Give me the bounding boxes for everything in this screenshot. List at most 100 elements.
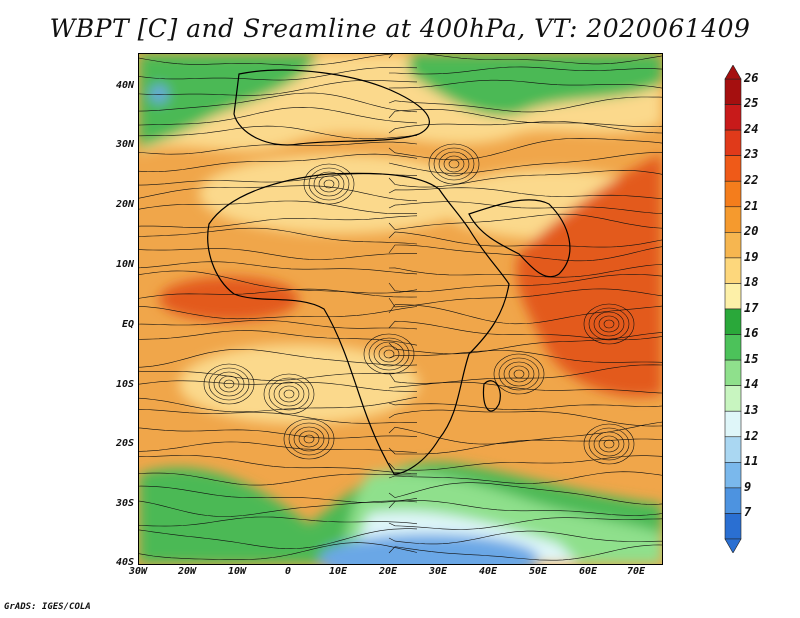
vortex-streamline: [363, 333, 415, 375]
streamline: [139, 485, 418, 503]
vortex-streamline: [508, 365, 530, 383]
x-label-70e: 70E: [626, 566, 646, 577]
vortex-streamline: [503, 361, 535, 387]
blue-spot-nw: [150, 85, 168, 103]
blue-region-south: [319, 534, 539, 564]
x-label-20w: 20W: [177, 566, 197, 577]
streamline: [139, 380, 417, 392]
streamline: [388, 304, 662, 325]
streamline: [388, 264, 662, 278]
vortex-streamline: [288, 422, 330, 456]
x-label-30e: 30E: [428, 566, 448, 577]
streamline: [388, 381, 662, 394]
vortex-streamline: [493, 353, 545, 395]
streamline: [139, 67, 418, 81]
streamline: [139, 261, 418, 275]
x-label-10e: 10E: [328, 566, 348, 577]
vortex-streamline: [598, 435, 620, 453]
x-label-10w: 10W: [227, 566, 247, 577]
colorbar-label: 9: [744, 479, 752, 494]
streamline: [388, 201, 662, 214]
streamline: [388, 500, 662, 516]
colorbar-label: 24: [744, 121, 759, 136]
streamline: [139, 396, 418, 413]
streamline: [388, 544, 662, 561]
vortex-streamline: [283, 418, 335, 460]
colorbar-label: 14: [744, 377, 759, 392]
vortex-streamline: [443, 155, 465, 173]
streamline: [139, 320, 418, 330]
streamline: [388, 438, 662, 455]
x-label-0: 0: [284, 566, 292, 577]
colorbar-label: 26: [744, 70, 759, 85]
streamline: [388, 121, 662, 134]
streamline: [388, 169, 662, 188]
y-label-eq: EQ: [121, 319, 134, 330]
streamline: [388, 482, 662, 505]
vortex-streamline: [598, 315, 620, 333]
vortex-streamline: [298, 430, 320, 448]
streamline: [388, 320, 662, 341]
colorbar: [724, 65, 742, 553]
x-label-40e: 40E: [478, 566, 498, 577]
colorbar-swatch: [724, 308, 742, 335]
green-region-nw: [139, 54, 319, 149]
colorbar-label: 12: [744, 428, 759, 443]
colorbar-label: 18: [744, 275, 759, 290]
streamline: [139, 125, 418, 140]
colorbar-label: 21: [744, 198, 759, 213]
vortex-streamline: [588, 427, 630, 461]
streamline: [388, 517, 662, 530]
streamline: [139, 528, 418, 550]
colorbar-swatch: [724, 104, 742, 131]
y-label-20n: 20N: [115, 199, 134, 210]
vortex-streamline: [383, 349, 395, 359]
streamline: [139, 427, 418, 439]
vortex-streamline: [268, 377, 310, 411]
streamline: [139, 349, 418, 368]
vortex-streamline: [368, 337, 410, 371]
vortex-streamline: [313, 171, 345, 197]
colorbar-swatch: [724, 78, 742, 105]
streamline: [139, 516, 418, 527]
vortex-streamline: [303, 434, 315, 444]
streamline: [388, 332, 662, 355]
colorbar-swatch: [724, 257, 742, 284]
streamline: [388, 96, 662, 113]
vortex-streamline: [593, 311, 625, 337]
colorbar-label: 7: [744, 505, 752, 520]
streamline: [388, 54, 662, 65]
streamline: [388, 231, 662, 248]
chart-title: WBPT [C] and Sreamline at 400hPa, VT: 20…: [49, 14, 751, 43]
colorbar-swatch: [724, 385, 742, 412]
coastline: [468, 199, 571, 278]
vortex-streamline: [433, 147, 475, 181]
streamline: [389, 66, 662, 75]
colorbar-swatch: [724, 513, 742, 540]
colorbar-label: 13: [744, 403, 759, 417]
colorbar-label: 20: [744, 224, 759, 239]
y-label-40s: 40S: [115, 557, 134, 568]
streamline: [139, 370, 418, 381]
streamline: [388, 244, 662, 262]
vortex-streamline: [278, 385, 300, 403]
streamline: [388, 471, 662, 484]
streamline: [139, 248, 418, 260]
streamline: [388, 530, 662, 545]
vortex-streamline: [603, 319, 615, 329]
colorbar-label: 19: [744, 249, 759, 264]
light-region-south-atlantic: [179, 344, 419, 424]
colorbar-swatch: [724, 410, 742, 438]
streamline: [388, 213, 662, 230]
x-label-20e: 20E: [378, 566, 398, 577]
colorbar-swatch: [724, 129, 742, 156]
vortex-streamline: [213, 371, 245, 397]
x-label-50e: 50E: [528, 566, 548, 577]
streamline: [139, 200, 418, 214]
colorbar-swatch: [724, 206, 742, 233]
streamline: [139, 153, 418, 173]
grads-credit: GrADS: IGES/COLA: [4, 602, 91, 612]
colorbar-swatch: [724, 334, 742, 361]
vortex-streamline: [438, 151, 470, 177]
colorbar-arrow-bottom: [724, 538, 742, 553]
